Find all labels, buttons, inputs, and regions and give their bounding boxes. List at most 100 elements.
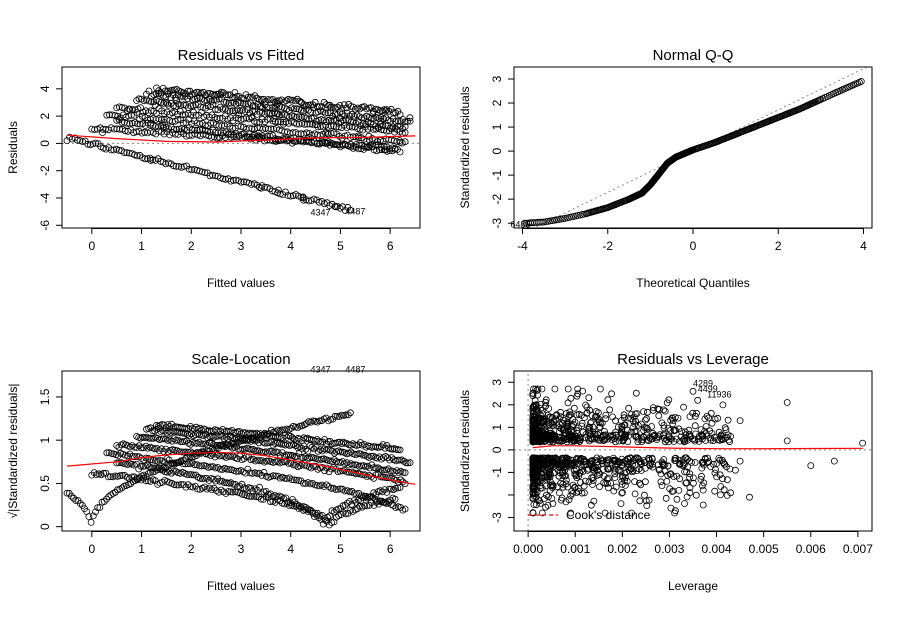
data-point — [585, 429, 592, 437]
data-point — [538, 509, 546, 517]
data-point — [596, 423, 604, 431]
plot-area — [521, 67, 869, 228]
data-point — [201, 96, 209, 104]
data-point — [139, 462, 147, 470]
data-point — [105, 493, 113, 501]
data-point — [355, 145, 362, 153]
data-point — [618, 462, 626, 470]
data-point — [391, 145, 399, 153]
data-point — [380, 454, 387, 462]
data-point — [666, 435, 674, 443]
data-point — [286, 129, 294, 137]
x-axis: 0.000 0.001 0.002 0.003 0.004 0.005 0.006 0.007 — [513, 531, 873, 556]
data-point — [589, 481, 596, 488]
data-point — [612, 460, 620, 468]
data-point — [168, 459, 175, 467]
data-point — [717, 491, 724, 499]
data-point — [272, 138, 280, 145]
data-point — [217, 91, 225, 99]
data-point — [683, 479, 690, 487]
data-point — [79, 138, 86, 146]
data-point — [565, 496, 573, 504]
data-point — [116, 472, 124, 480]
data-point — [582, 477, 589, 485]
data-point — [316, 417, 324, 425]
data-point — [548, 494, 556, 502]
data-point — [533, 488, 541, 496]
data-point — [147, 115, 154, 123]
data-point — [291, 498, 299, 506]
data-point — [128, 119, 136, 127]
data-point — [370, 474, 378, 482]
data-point — [587, 501, 595, 509]
data-point — [254, 132, 262, 140]
data-point — [201, 474, 209, 482]
data-point — [233, 93, 241, 100]
data-point — [686, 484, 694, 492]
data-point — [201, 483, 209, 491]
data-point — [181, 92, 189, 100]
data-point — [215, 488, 223, 496]
data-point — [335, 413, 343, 420]
data-point — [648, 435, 656, 443]
data-point — [289, 461, 297, 469]
data-point — [567, 394, 575, 402]
data-point — [628, 465, 635, 473]
data-point — [92, 139, 99, 147]
data-point — [340, 438, 347, 446]
data-point — [597, 385, 604, 393]
data-point — [142, 477, 150, 485]
data-point — [147, 156, 155, 164]
data-point — [209, 475, 217, 483]
data-point — [830, 457, 838, 465]
data-point — [243, 492, 251, 500]
data-point — [589, 477, 597, 484]
data-point — [352, 498, 360, 506]
data-point — [335, 458, 342, 466]
data-point — [315, 514, 323, 522]
y-axis: -3 -2 -1 0 1 2 3 — [490, 75, 514, 229]
data-point — [379, 473, 387, 481]
data-point — [189, 96, 196, 103]
data-point — [240, 178, 248, 186]
data-point — [246, 109, 254, 117]
data-point — [654, 405, 661, 413]
data-point — [631, 490, 639, 498]
data-point — [542, 503, 549, 511]
data-point — [264, 490, 272, 498]
data-point — [574, 385, 582, 393]
scale-location-points — [63, 409, 414, 529]
data-point — [667, 504, 675, 512]
plot-area — [62, 84, 420, 214]
point-label: 4499 — [698, 384, 718, 394]
data-point — [384, 465, 392, 473]
data-point — [686, 473, 693, 481]
data-point — [224, 488, 232, 495]
data-point — [390, 137, 398, 145]
data-point — [700, 479, 708, 487]
data-point — [574, 429, 581, 437]
data-point — [115, 103, 123, 111]
data-point — [339, 458, 347, 465]
y-tick-label: 1 — [490, 123, 504, 130]
data-point — [338, 105, 346, 112]
data-point — [302, 503, 310, 511]
data-point — [207, 463, 215, 471]
data-point — [341, 501, 349, 509]
data-point — [664, 471, 671, 479]
data-point — [285, 502, 293, 510]
data-point — [282, 494, 290, 502]
data-point — [565, 412, 573, 420]
data-point — [171, 460, 179, 468]
data-point — [399, 125, 407, 133]
data-point — [661, 407, 669, 415]
data-point — [144, 470, 152, 478]
data-point — [592, 464, 600, 472]
data-point — [292, 442, 300, 450]
data-point — [290, 105, 298, 113]
data-point — [654, 461, 662, 469]
y-tick-label: 3 — [490, 379, 504, 386]
data-point — [202, 104, 210, 112]
data-point — [556, 489, 563, 497]
data-point — [258, 96, 265, 103]
